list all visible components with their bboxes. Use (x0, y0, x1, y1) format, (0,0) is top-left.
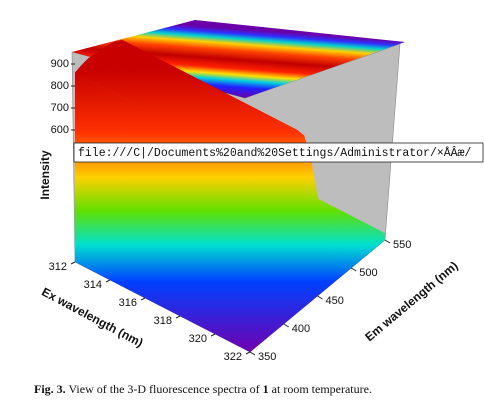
ex-tick-label: 312 (49, 261, 67, 273)
caption-text: View of the 3-D fluorescence spectra of (68, 382, 259, 396)
ex-tick (210, 333, 216, 337)
z-tick-label: 900 (51, 58, 69, 70)
ex-tick-label: 322 (224, 351, 242, 363)
caption-compound: 1 (263, 382, 269, 396)
em-tick (283, 323, 290, 328)
ex-tick (70, 261, 76, 265)
em-tick-label: 350 (258, 351, 276, 363)
em-tick-label: 550 (393, 239, 411, 251)
em-tick (317, 295, 323, 300)
em-tick-label: 500 (359, 267, 377, 279)
tooltip-text: file:///C|/Documents%20and%20Settings/Ad… (78, 146, 471, 160)
em-tick (249, 351, 256, 356)
ex-axis-label: Ex wavelength (nm) (39, 285, 145, 350)
tooltip-box (73, 142, 484, 163)
ex-tick (245, 351, 251, 355)
z-tick-label: 800 (51, 80, 69, 92)
ex-tick-label: 318 (154, 315, 172, 327)
em-tick (384, 239, 391, 244)
em-tick (350, 267, 357, 272)
plot-area (74, 39, 386, 353)
ex-tick (140, 297, 146, 301)
z-tick-label: 600 (51, 124, 69, 136)
z-axis-label: Intensity (38, 150, 52, 200)
ex-tick (105, 279, 111, 283)
caption: Fig. 3. View of the 3-D fluorescence spe… (34, 382, 372, 396)
ex-tick-label: 314 (84, 279, 102, 291)
top-contour-plane (72, 20, 405, 98)
ex-tick-label: 320 (189, 333, 207, 345)
caption-text: at room temperature. (272, 382, 372, 396)
em-tick-label: 450 (326, 295, 344, 307)
surface-profile (250, 130, 385, 352)
em-tick-label: 400 (292, 323, 310, 335)
ex-tick-label: 316 (119, 297, 137, 309)
caption-label: Fig. 3. (34, 382, 66, 396)
z-tick-label: 700 (51, 102, 69, 114)
ex-tick (175, 315, 181, 319)
